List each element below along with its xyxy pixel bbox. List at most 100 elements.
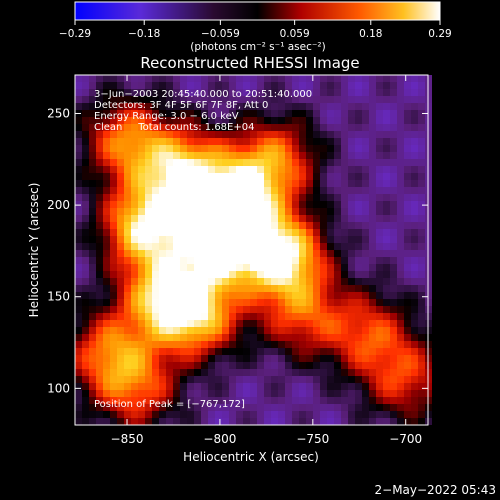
heatmap-cell bbox=[411, 103, 418, 110]
heatmap-cell bbox=[194, 110, 201, 117]
heatmap-cell bbox=[180, 187, 187, 194]
heatmap-cell bbox=[376, 138, 383, 145]
heatmap-cell bbox=[320, 208, 327, 215]
heatmap-cell bbox=[257, 299, 264, 306]
heatmap-cell bbox=[96, 418, 103, 425]
heatmap-cell bbox=[418, 369, 425, 376]
heatmap-cell bbox=[341, 355, 348, 362]
heatmap-cell bbox=[75, 355, 82, 362]
heatmap-cell bbox=[138, 166, 145, 173]
heatmap-cell bbox=[138, 152, 145, 159]
heatmap-cell bbox=[306, 236, 313, 243]
heatmap-cell bbox=[89, 271, 96, 278]
heatmap-cell bbox=[418, 390, 425, 397]
heatmap-cell bbox=[194, 390, 201, 397]
heatmap-cell bbox=[152, 117, 159, 124]
heatmap-cell bbox=[404, 131, 411, 138]
heatmap-cell bbox=[313, 264, 320, 271]
heatmap-cell bbox=[376, 250, 383, 257]
heatmap-cell bbox=[285, 138, 292, 145]
heatmap-cell bbox=[320, 166, 327, 173]
heatmap-cell bbox=[411, 82, 418, 89]
heatmap-cell bbox=[292, 201, 299, 208]
heatmap-cell bbox=[327, 355, 334, 362]
heatmap-cell bbox=[250, 271, 257, 278]
heatmap-cell bbox=[341, 110, 348, 117]
heatmap-cell bbox=[201, 180, 208, 187]
heatmap-cell bbox=[418, 271, 425, 278]
heatmap-cell bbox=[278, 278, 285, 285]
heatmap-cell bbox=[327, 208, 334, 215]
heatmap-cell bbox=[383, 131, 390, 138]
heatmap-cell bbox=[89, 117, 96, 124]
heatmap-cell bbox=[313, 152, 320, 159]
heatmap-cell bbox=[313, 404, 320, 411]
heatmap-cell bbox=[159, 348, 166, 355]
heatmap-cell bbox=[103, 152, 110, 159]
heatmap-cell bbox=[166, 271, 173, 278]
heatmap-cell bbox=[103, 159, 110, 166]
heatmap-cell bbox=[75, 278, 82, 285]
heatmap-cell bbox=[222, 271, 229, 278]
heatmap-cell bbox=[313, 341, 320, 348]
heatmap-cell bbox=[173, 236, 180, 243]
heatmap-cell bbox=[271, 348, 278, 355]
heatmap-cell bbox=[131, 229, 138, 236]
heatmap-cell bbox=[341, 96, 348, 103]
heatmap-cell bbox=[271, 82, 278, 89]
heatmap-cell bbox=[369, 236, 376, 243]
heatmap-cell bbox=[82, 152, 89, 159]
heatmap-cell bbox=[334, 271, 341, 278]
heatmap-cell bbox=[145, 383, 152, 390]
heatmap-cell bbox=[404, 292, 411, 299]
heatmap-cell bbox=[222, 131, 229, 138]
heatmap-cell bbox=[243, 124, 250, 131]
heatmap-cell bbox=[208, 110, 215, 117]
heatmap-cell bbox=[229, 243, 236, 250]
heatmap-cell bbox=[194, 355, 201, 362]
heatmap-cell bbox=[194, 82, 201, 89]
heatmap-cell bbox=[180, 243, 187, 250]
heatmap-cell bbox=[250, 145, 257, 152]
heatmap-cell bbox=[124, 180, 131, 187]
heatmap-cell bbox=[306, 348, 313, 355]
heatmap-cell bbox=[320, 201, 327, 208]
heatmap-cell bbox=[138, 103, 145, 110]
heatmap-cell bbox=[75, 320, 82, 327]
heatmap-cell bbox=[348, 264, 355, 271]
heatmap-cell bbox=[285, 397, 292, 404]
heatmap-cell bbox=[215, 271, 222, 278]
heatmap-cell bbox=[418, 334, 425, 341]
heatmap-cell bbox=[187, 404, 194, 411]
heatmap-cell bbox=[96, 264, 103, 271]
heatmap-cell bbox=[264, 390, 271, 397]
heatmap-cell bbox=[334, 82, 341, 89]
heatmap-cell bbox=[271, 418, 278, 425]
heatmap-cell bbox=[320, 89, 327, 96]
heatmap-cell bbox=[229, 215, 236, 222]
heatmap-cell bbox=[348, 390, 355, 397]
heatmap-cell bbox=[313, 355, 320, 362]
heatmap-cell bbox=[285, 264, 292, 271]
heatmap-cell bbox=[215, 397, 222, 404]
heatmap-cell bbox=[131, 201, 138, 208]
heatmap-cell bbox=[89, 187, 96, 194]
heatmap-cell bbox=[229, 278, 236, 285]
heatmap-cell bbox=[138, 131, 145, 138]
heatmap-cell bbox=[264, 334, 271, 341]
heatmap-cell bbox=[299, 194, 306, 201]
heatmap-cell bbox=[222, 313, 229, 320]
heatmap-cell bbox=[180, 418, 187, 425]
heatmap-cell bbox=[180, 208, 187, 215]
heatmap-cell bbox=[299, 82, 306, 89]
heatmap-cell bbox=[243, 201, 250, 208]
x-tick-label: −700 bbox=[389, 432, 422, 446]
heatmap-cell bbox=[96, 383, 103, 390]
heatmap-cell bbox=[278, 222, 285, 229]
heatmap-cell bbox=[383, 103, 390, 110]
heatmap-cell bbox=[159, 201, 166, 208]
heatmap-cell bbox=[117, 145, 124, 152]
heatmap-cell bbox=[236, 208, 243, 215]
heatmap-cell bbox=[124, 117, 131, 124]
heatmap-cell bbox=[75, 117, 82, 124]
